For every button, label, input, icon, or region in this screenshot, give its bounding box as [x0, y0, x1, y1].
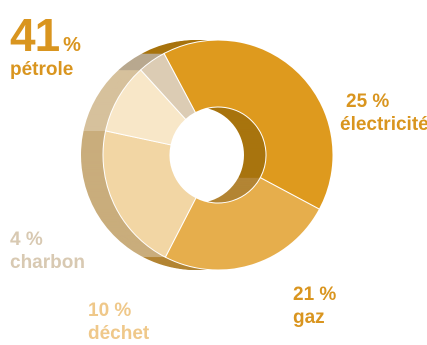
value-charbon: 4 % — [10, 229, 43, 250]
label-dechet: 10 % déchet — [88, 301, 149, 343]
slice-charbon — [139, 52, 197, 121]
name-charbon: charbon — [10, 252, 85, 273]
label-gaz: 21 % gaz — [293, 285, 336, 327]
slice-electricite — [164, 176, 321, 271]
slice-petrole — [163, 39, 334, 210]
label-petrole: 41% pétrole — [10, 12, 81, 79]
value-dechet: 10 % — [88, 300, 132, 321]
donut-slices — [102, 39, 334, 271]
unit-petrole: % — [63, 34, 81, 56]
name-gaz: gaz — [293, 307, 325, 328]
slice-gaz — [102, 130, 197, 258]
label-charbon: 4 % charbon — [10, 230, 85, 272]
value-electricite: 25 % — [346, 91, 390, 112]
name-electricite: électricité — [340, 114, 427, 135]
value-petrole: 41 — [10, 9, 60, 61]
name-dechet: déchet — [88, 323, 150, 344]
value-gaz: 21 % — [293, 284, 337, 305]
label-electricite: 25 % électricité — [340, 92, 427, 134]
name-petrole: pétrole — [10, 59, 74, 80]
